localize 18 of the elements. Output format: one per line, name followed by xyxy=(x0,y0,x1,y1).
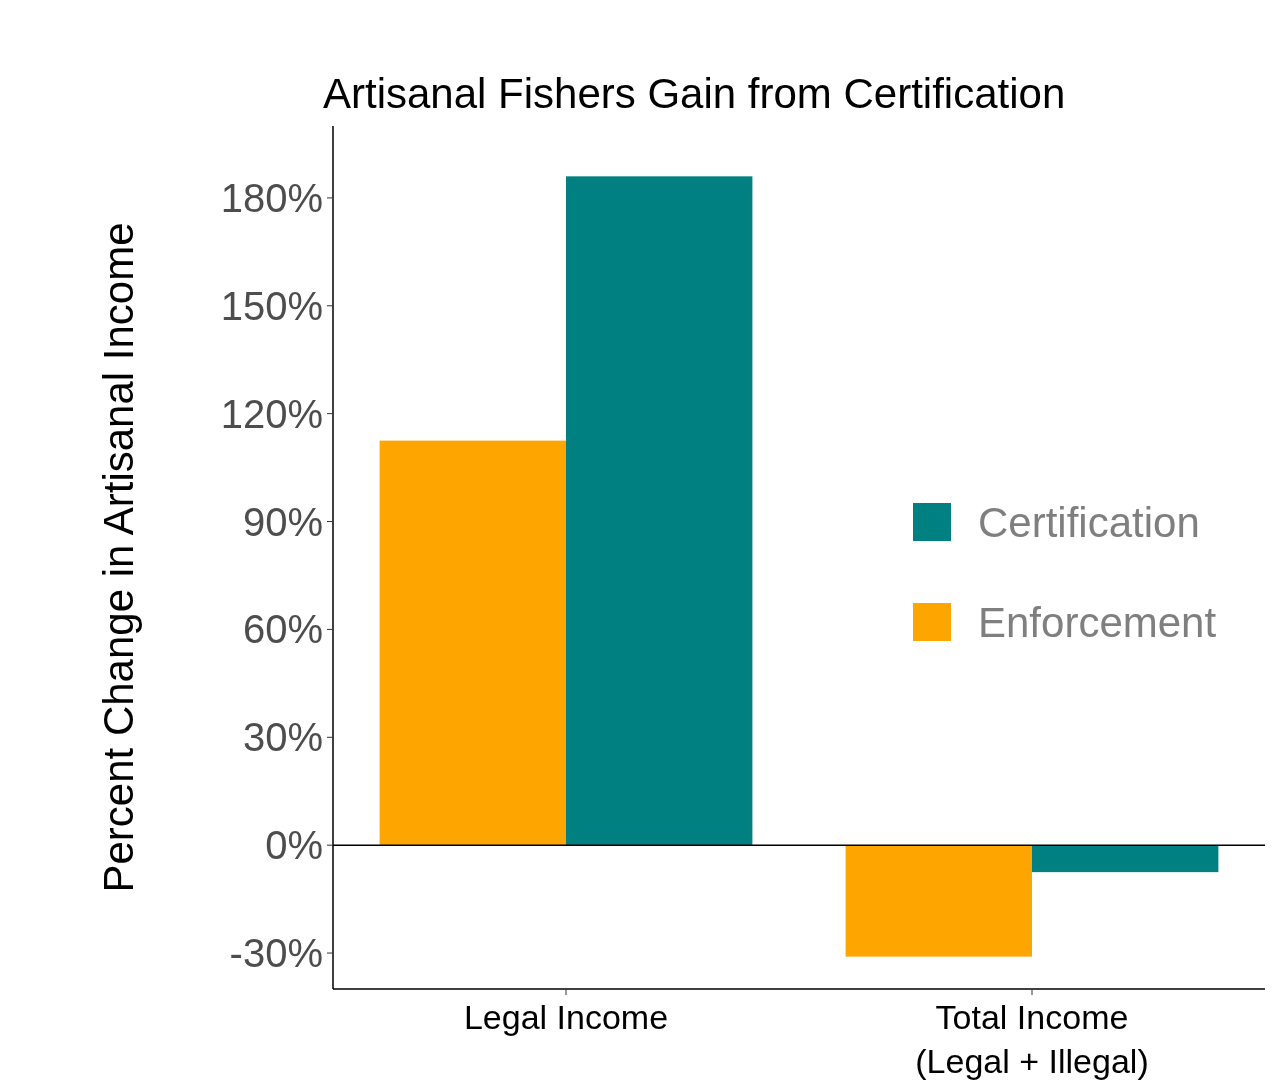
legend-label: Certification xyxy=(978,498,1200,546)
bar xyxy=(1032,845,1219,873)
x-tick-label: Total Income (Legal + Illegal) xyxy=(915,998,1149,1081)
y-tick-label: 150% xyxy=(220,283,323,328)
y-tick-label: -30% xyxy=(229,931,323,976)
chart-title: Artisanal Fishers Gain from Certification xyxy=(323,70,1066,117)
bar xyxy=(845,845,1032,957)
y-tick-label: 180% xyxy=(220,175,323,220)
legend-label: Enforcement xyxy=(978,598,1217,646)
y-tick-label: 90% xyxy=(242,499,323,544)
y-tick-label: 120% xyxy=(220,391,323,436)
bar xyxy=(566,176,753,846)
y-tick-label: 0% xyxy=(265,823,323,868)
y-tick-label: 60% xyxy=(242,607,323,652)
bar xyxy=(379,440,566,846)
y-tick-label: 30% xyxy=(242,715,323,760)
x-tick-label: Legal Income xyxy=(463,998,669,1036)
y-axis-title: Percent Change in Artisanal Income xyxy=(95,222,142,893)
